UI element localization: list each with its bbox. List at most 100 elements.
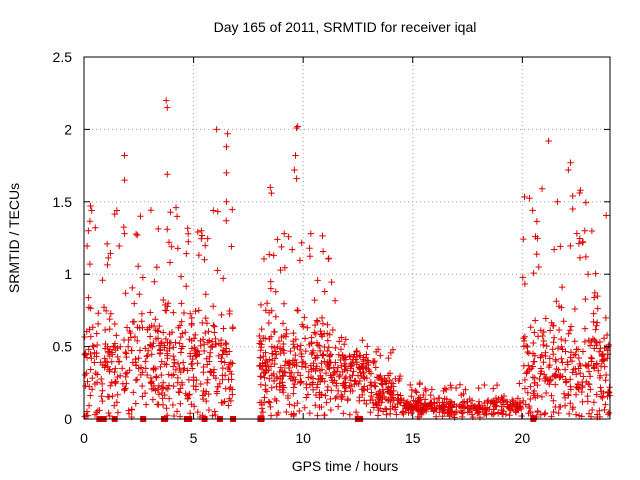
data-point <box>262 307 269 314</box>
data-point <box>410 397 417 404</box>
data-point <box>290 341 297 348</box>
data-point <box>489 411 497 418</box>
data-point <box>340 410 347 417</box>
data-point <box>93 379 101 386</box>
data-point <box>211 323 218 330</box>
data-point <box>216 380 224 387</box>
data-point <box>132 355 139 363</box>
data-point <box>291 402 298 409</box>
data-point <box>199 336 207 343</box>
data-point <box>492 402 499 409</box>
y-tick-label: 1.5 <box>53 194 73 210</box>
data-point <box>197 342 204 349</box>
data-point <box>573 230 581 237</box>
data-point <box>270 370 277 378</box>
data-point <box>605 388 612 396</box>
data-point <box>263 388 271 395</box>
data-point <box>284 394 292 402</box>
data-point <box>132 230 140 238</box>
data-point <box>387 349 395 357</box>
data-point <box>581 338 589 346</box>
data-point <box>602 401 609 408</box>
data-point <box>563 378 570 385</box>
data-point <box>85 294 92 301</box>
data-point <box>441 404 448 411</box>
data-point <box>585 361 592 369</box>
data-point <box>377 372 384 380</box>
data-point <box>165 395 173 402</box>
data-point <box>521 193 528 201</box>
data-point <box>360 387 368 394</box>
data-point <box>260 399 268 406</box>
data-point <box>368 389 375 396</box>
data-point <box>538 393 546 401</box>
data-point <box>273 373 281 381</box>
data-point <box>147 309 154 316</box>
data-point <box>228 370 235 378</box>
data-point <box>173 213 181 220</box>
data-point <box>316 347 324 355</box>
data-point <box>206 368 214 375</box>
data-point <box>286 369 294 377</box>
data-point <box>308 340 315 347</box>
data-point <box>87 350 94 358</box>
data-point <box>407 406 414 413</box>
data-point <box>435 394 442 402</box>
data-point <box>491 399 498 407</box>
y-tick-label: 0.5 <box>53 339 73 355</box>
data-point <box>104 359 111 366</box>
data-point <box>162 97 170 104</box>
data-point <box>334 364 342 371</box>
data-point <box>123 380 130 387</box>
data-point <box>559 346 566 353</box>
data-point <box>525 410 532 417</box>
data-point <box>114 391 121 398</box>
data-point <box>195 251 203 259</box>
data-point <box>347 387 354 395</box>
data-point <box>105 254 112 262</box>
data-point <box>175 324 182 331</box>
data-point <box>374 412 382 419</box>
data-point <box>260 255 268 263</box>
data-point <box>87 366 94 373</box>
data-point <box>158 389 166 397</box>
data-point <box>322 392 329 399</box>
data-point <box>280 340 287 348</box>
data-point <box>306 409 314 417</box>
data-point <box>602 212 610 219</box>
data-point <box>390 387 397 395</box>
data-point <box>318 359 325 367</box>
data-point <box>573 371 580 378</box>
data-point <box>527 324 534 331</box>
data-point <box>580 373 587 380</box>
data-point <box>164 300 172 307</box>
data-point <box>91 359 98 366</box>
data-point <box>338 334 345 341</box>
data-point <box>554 345 562 352</box>
data-point <box>204 376 211 383</box>
data-point <box>593 339 601 347</box>
data-point <box>117 343 124 350</box>
data-point <box>355 380 362 388</box>
data-point <box>129 359 137 366</box>
data-point <box>534 408 541 416</box>
data-point <box>593 322 600 329</box>
data-point <box>257 347 264 354</box>
data-point <box>470 403 477 411</box>
data-point <box>324 347 331 355</box>
data-point <box>464 405 471 412</box>
data-point <box>436 402 443 409</box>
data-point <box>420 391 427 399</box>
data-point <box>590 310 597 317</box>
data-point <box>263 300 271 307</box>
data-point <box>519 274 526 281</box>
data-point <box>585 368 593 375</box>
data-point <box>376 405 384 412</box>
data-point <box>599 350 607 358</box>
data-point <box>124 343 132 350</box>
data-point <box>127 334 135 341</box>
data-point <box>452 384 460 392</box>
data-point <box>316 367 324 374</box>
axis-ticks: 0 5 10 15 20 0 0.5 1 1.5 2 2.5 <box>53 49 610 446</box>
